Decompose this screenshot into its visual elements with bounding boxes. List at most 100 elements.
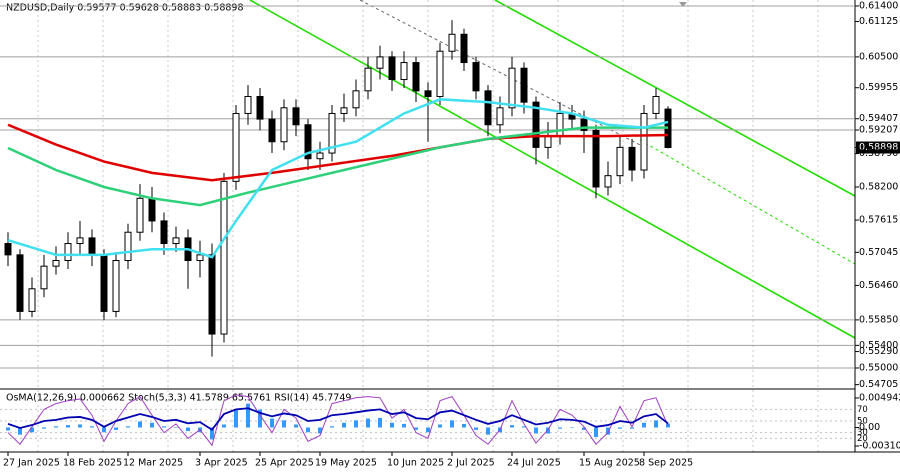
candle-body: [304, 124, 312, 160]
osc-tick-label: 30: [857, 428, 868, 438]
y-tick-label: 0.61125: [859, 16, 898, 27]
candle-body: [580, 118, 588, 131]
candle-body: [616, 146, 624, 177]
osma-bar: [558, 427, 562, 429]
moving-average: [7, 98, 669, 259]
shift-marker: [679, 2, 687, 7]
moving-average: [7, 123, 669, 182]
y-tick-label: 0.57615: [859, 215, 898, 226]
osc-tick-label: 70: [857, 405, 868, 415]
y-tick-label: 0.55850: [859, 314, 898, 325]
y-tick-label: 0.56460: [859, 280, 898, 291]
osma-bar: [462, 423, 466, 428]
rsi-line: [7, 407, 669, 431]
osma-bar: [174, 427, 178, 429]
osma-bar: [102, 427, 106, 433]
candle-body: [400, 62, 408, 81]
moving-average: [7, 126, 668, 207]
candle-body: [640, 112, 648, 171]
y-tick-label: 0.55290: [859, 346, 898, 357]
candle-body: [436, 50, 444, 97]
vertical-grid: [37, 0, 819, 452]
osma-bar: [570, 427, 574, 429]
candle-body: [64, 243, 72, 262]
candle-body: [364, 67, 372, 92]
candle-body: [28, 288, 36, 312]
y-tick-label: 0.60500: [859, 51, 898, 62]
candle-body: [112, 260, 120, 312]
osma-bar: [114, 427, 118, 430]
x-tick-label: 15 Aug 2025: [579, 458, 640, 469]
osma-bar: [126, 426, 130, 428]
candle-body: [220, 180, 228, 335]
osma-bar: [294, 424, 298, 428]
osma-bar: [318, 427, 322, 434]
osma-bar: [150, 422, 154, 428]
osma-bar: [342, 422, 346, 428]
osma-bar: [642, 422, 646, 428]
osma-bar: [246, 403, 250, 428]
candle-body: [148, 197, 156, 222]
osma-bar: [474, 427, 478, 430]
osma-bar: [270, 418, 274, 428]
stochastic-line: [7, 394, 669, 447]
y-tick-label: 0.58898: [859, 142, 898, 153]
osc-tick-label: 50: [857, 417, 868, 427]
candle-body: [196, 254, 204, 262]
candle-body: [520, 67, 528, 103]
osma-bar: [54, 426, 58, 428]
candle-body: [124, 231, 132, 262]
x-tick-label: 12 Mar 2025: [123, 458, 183, 469]
osma-bar: [450, 420, 454, 428]
candle-body: [268, 118, 276, 143]
x-tick-label: 25 Apr 2025: [255, 458, 314, 469]
y-tick-label: 0.58790: [859, 148, 898, 159]
candle-body: [592, 129, 600, 188]
candle-body: [136, 197, 144, 233]
osma-bar: [18, 427, 22, 435]
y-tick-label: 0.59955: [859, 82, 898, 93]
osma-tick-label: 0.004942: [859, 393, 900, 404]
x-tick-label: 2 Jul 2025: [447, 458, 495, 469]
osma-bar: [258, 409, 262, 428]
x-tick-label: 10 Jun 2025: [387, 458, 444, 469]
osma-bar: [354, 420, 358, 428]
candle-body: [508, 67, 516, 109]
osma-bar: [402, 423, 406, 428]
osma-bar: [186, 427, 190, 432]
candle-body: [244, 95, 252, 114]
candle-body: [340, 107, 348, 114]
osma-bar: [222, 424, 226, 428]
candle-body: [628, 146, 636, 171]
trend-line: [359, 0, 641, 146]
candle-body: [40, 265, 48, 290]
candle-body: [484, 90, 492, 126]
candle-body: [532, 101, 540, 148]
candle-body: [4, 243, 12, 256]
osma-bar: [606, 427, 610, 435]
osma-tick-label: 0.00: [859, 422, 880, 433]
candle-body: [352, 90, 360, 109]
osma-bar: [618, 427, 622, 429]
osma-bar: [486, 427, 490, 435]
osma-bar: [282, 420, 286, 428]
candle-body: [52, 260, 60, 267]
x-tick-label: 27 Jan 2025: [3, 458, 60, 469]
osma-bar: [306, 427, 310, 433]
candle-body: [208, 254, 216, 335]
osma-bar: [42, 427, 46, 429]
x-tick-label: 8 Sep 2025: [639, 458, 693, 469]
candle-body: [256, 95, 264, 120]
candle-body: [448, 33, 456, 52]
candle-body: [76, 237, 84, 245]
osma-bar: [378, 417, 382, 428]
candle-body: [100, 254, 108, 312]
candle-body: [496, 107, 504, 126]
osma-bar: [6, 427, 10, 431]
candle-body: [280, 107, 288, 143]
osma-bar: [330, 426, 334, 428]
y-tick-label: 0.61400: [859, 0, 898, 11]
osc-tick-label: 20: [857, 434, 868, 444]
